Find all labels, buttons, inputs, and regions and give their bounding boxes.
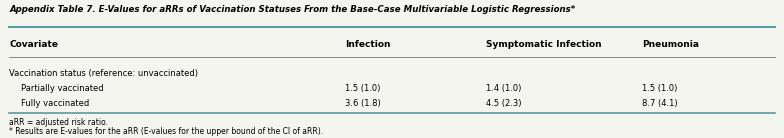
Text: 1.5 (1.0): 1.5 (1.0) — [642, 83, 677, 93]
Text: 1.5 (1.0): 1.5 (1.0) — [345, 83, 380, 93]
Text: Symptomatic Infection: Symptomatic Infection — [486, 40, 601, 49]
Text: Pneumonia: Pneumonia — [642, 40, 699, 49]
Text: 4.5 (2.3): 4.5 (2.3) — [486, 99, 521, 108]
Text: Appendix Table 7. E-Values for aRRs of Vaccination Statuses From the Base-Case M: Appendix Table 7. E-Values for aRRs of V… — [9, 5, 575, 14]
Text: Covariate: Covariate — [9, 40, 58, 49]
Text: Partially vaccinated: Partially vaccinated — [21, 83, 103, 93]
Text: 3.6 (1.8): 3.6 (1.8) — [345, 99, 381, 108]
Text: Fully vaccinated: Fully vaccinated — [21, 99, 89, 108]
Text: 1.4 (1.0): 1.4 (1.0) — [486, 83, 521, 93]
Text: Vaccination status (reference: unvaccinated): Vaccination status (reference: unvaccina… — [9, 69, 198, 78]
Text: Infection: Infection — [345, 40, 390, 49]
Text: aRR = adjusted risk ratio.: aRR = adjusted risk ratio. — [9, 118, 108, 127]
Text: * Results are E-values for the aRR (E-values for the upper bound of the CI of aR: * Results are E-values for the aRR (E-va… — [9, 127, 323, 136]
Text: 8.7 (4.1): 8.7 (4.1) — [642, 99, 677, 108]
